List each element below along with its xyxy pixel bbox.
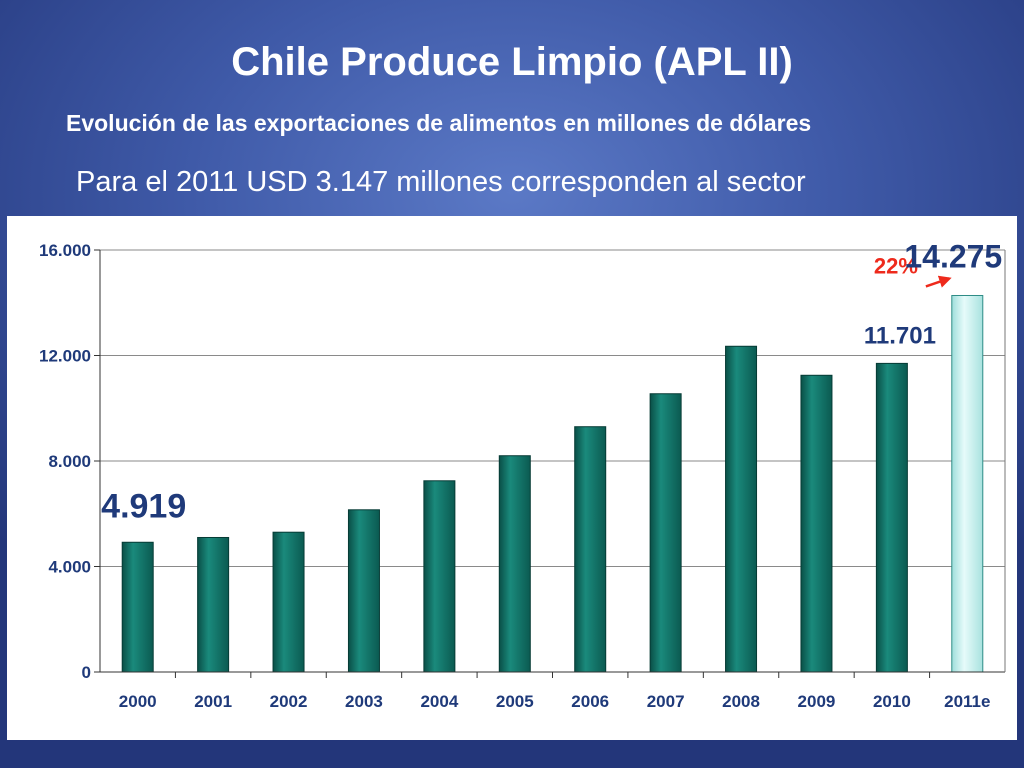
x-tick-label: 2003: [345, 692, 383, 711]
prev-value-label: 11.701: [864, 322, 936, 349]
bar-2007: [649, 393, 682, 673]
bar-2000: [121, 541, 154, 673]
y-tick-label: 12.000: [39, 347, 91, 366]
bar-2005: [498, 455, 531, 673]
y-tick-label: 4.000: [48, 558, 91, 577]
x-tick-label: 2005: [496, 692, 534, 711]
bar-2006: [574, 426, 607, 673]
start-value-label: 4.919: [101, 487, 186, 525]
y-tick-label: 16.000: [39, 241, 91, 260]
x-tick-label: 2001: [194, 692, 232, 711]
bar-chart: 0 4.000 8.000 12.000 16.000 2000 2001 2002 2003 2…: [39, 238, 1006, 711]
y-tick-label: 8.000: [48, 452, 91, 471]
bar-2010: [875, 362, 908, 673]
slide-note: Para el 2011 USD 3.147 millones correspo…: [76, 166, 806, 198]
x-tick-label: 2007: [647, 692, 685, 711]
slide-title: Chile Produce Limpio (APL II): [231, 40, 793, 84]
bar-2003: [347, 509, 380, 673]
x-tick-label: 2002: [270, 692, 308, 711]
growth-label: 22%: [874, 253, 918, 278]
x-tick-label: 2006: [571, 692, 609, 711]
bar-2002: [272, 531, 305, 673]
y-tick-label: 0: [82, 663, 91, 682]
x-tick-label: 2000: [119, 692, 157, 711]
x-tick-label: 2004: [420, 692, 458, 711]
x-tick-label: 2009: [798, 692, 836, 711]
prev-value-label-bg: [849, 315, 950, 354]
bar-2009: [800, 374, 833, 673]
end-value-label: 14.275: [904, 238, 1002, 274]
chart-panel: 0 4.000 8.000 12.000 16.000 2000 2001 2002 2003 2…: [7, 216, 1017, 740]
bar-2001: [197, 536, 230, 673]
x-tick-label: 2011e: [944, 692, 990, 711]
bar-2004: [423, 480, 456, 673]
growth-arrow: [925, 275, 952, 288]
x-tick-label: 2010: [873, 692, 911, 711]
bar-2011e: [951, 294, 984, 673]
slide-subtitle: Evolución de las exportaciones de alimen…: [66, 110, 812, 136]
bar-2008: [725, 345, 758, 673]
x-tick-label: 2008: [722, 692, 760, 711]
